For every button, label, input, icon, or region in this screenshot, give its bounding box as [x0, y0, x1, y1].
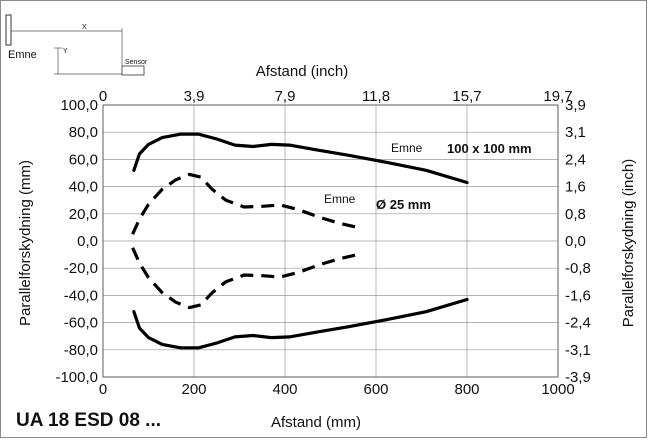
y2-tick-label: 3,1 — [565, 124, 586, 141]
y-tick-label: -60,0 — [64, 315, 98, 332]
x-tick-label: 800 — [454, 381, 479, 398]
x-tick-label: 0 — [99, 381, 107, 398]
inset-sensor-label: Sensor — [125, 59, 148, 66]
series-line-solid-0 — [132, 132, 469, 185]
y2-tick-label: -3,1 — [565, 342, 591, 359]
y-tick-label: 0,0 — [77, 233, 98, 250]
series-line-dashed-2 — [131, 172, 359, 235]
inset-y-label: Y — [63, 48, 68, 55]
y2-tick-label: 0,8 — [565, 206, 586, 223]
x2-tick-label: 3,9 — [184, 88, 205, 105]
annotation-emne-round: Emne — [324, 192, 356, 206]
y-tick-label: -40,0 — [64, 287, 98, 304]
y-tick-label: 80,0 — [69, 124, 98, 141]
grid — [102, 104, 559, 378]
y2-tick-label: 0,0 — [565, 233, 586, 250]
annotation-emne-square: Emne — [391, 141, 423, 155]
y2-tick-label: -3,9 — [565, 369, 591, 386]
x2-tick-label: 19,7 — [543, 88, 572, 105]
y2-tick-label: 3,9 — [565, 97, 586, 114]
y-tick-label: -80,0 — [64, 342, 98, 359]
y2-axis-title: Parallelforskydning (inch) — [620, 159, 637, 327]
inset-diagram: Emne Sensor X Y — [5, 14, 148, 76]
y2-tick-label: 1,6 — [565, 179, 586, 196]
y-tick-label: 40,0 — [69, 179, 98, 196]
x2-tick-label: 11,8 — [362, 88, 390, 105]
inset-emne-label: Emne — [8, 49, 37, 61]
x-tick-label: 600 — [363, 381, 388, 398]
annotation-label-square: 100 x 100 mm — [447, 141, 532, 156]
y2-tick-label: -1,6 — [565, 287, 591, 304]
y2-tick-label: 2,4 — [565, 151, 586, 168]
y2-tick-label: -2,4 — [565, 315, 591, 332]
chart-title: UA 18 ESD 08 ... — [16, 410, 161, 431]
y-axis-title: Parallelforskydning (mm) — [17, 160, 34, 326]
x-tick-label: 1000 — [541, 381, 574, 398]
y-tick-label: 100,0 — [60, 97, 98, 114]
x2-tick-label: 0 — [99, 88, 107, 105]
x-tick-label: 200 — [181, 381, 206, 398]
tick-labels: 0 0 200 3,9 400 7,9 600 11,8 800 15,7 1000 19,7 100,… — [55, 88, 590, 398]
x-tick-label: 400 — [272, 381, 297, 398]
inset-sensor-block — [121, 65, 145, 76]
x2-tick-label: 7,9 — [275, 88, 296, 105]
series-line-solid-1 — [132, 297, 469, 350]
x2-tick-label: 15,7 — [452, 88, 481, 105]
plot-area-border — [102, 104, 559, 378]
y2-tick-label: -0,8 — [565, 260, 591, 277]
series — [131, 132, 469, 350]
y-tick-label: 60,0 — [69, 151, 98, 168]
y-tick-label: -20,0 — [64, 260, 98, 277]
y-tick-label: -100,0 — [55, 369, 98, 386]
annotation-label-round: Ø 25 mm — [376, 197, 431, 212]
y-tick-label: 20,0 — [69, 206, 98, 223]
x-axis-title: Afstand (mm) — [271, 414, 361, 431]
inset-x-label: X — [82, 24, 87, 31]
series-line-dashed-3 — [131, 247, 359, 310]
top-axis-title: Afstand (inch) — [256, 63, 349, 80]
inset-target-block — [5, 14, 12, 46]
